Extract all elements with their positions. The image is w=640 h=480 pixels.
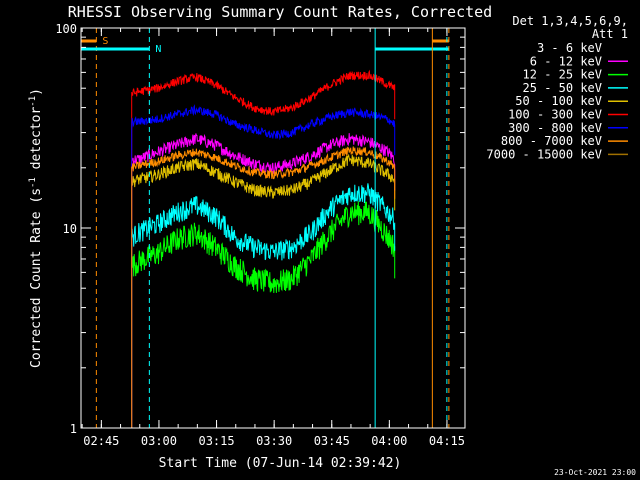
y-axis-label-sup1: -1	[28, 177, 38, 188]
y-axis-label-mid: detector	[29, 107, 44, 178]
x-tick-label-1: 02:45	[83, 434, 119, 448]
x-tick-label-2: 03:00	[141, 434, 177, 448]
series-layer	[131, 69, 396, 428]
legend-header-2: Att 1	[592, 27, 628, 41]
chart-title: RHESSI Observing Summary Count Rates, Co…	[68, 3, 492, 21]
legend-label-4: 25 - 50 keV	[523, 81, 602, 95]
y-tick-label-1: 1	[70, 422, 77, 436]
series-line-8	[131, 146, 396, 428]
series-line-7	[131, 104, 396, 428]
y-axis-label-end: )	[29, 88, 44, 96]
series-line-4	[131, 183, 396, 428]
marker-label-s: S	[102, 36, 108, 47]
y-axis-label: Corrected Count Rate (s-1 detector-1)	[28, 88, 44, 368]
x-tick-label-4: 03:30	[256, 434, 292, 448]
legend-label-1: 3 - 6 keV	[537, 41, 602, 55]
legend-label-3: 12 - 25 keV	[523, 68, 602, 82]
marker-label-n: N	[155, 44, 161, 55]
y-axis-label-sup2: -1	[28, 96, 38, 107]
legend-label-9: 7000 - 15000 keV	[486, 147, 602, 161]
marker-layer: SN	[81, 28, 450, 428]
legend-label-7: 300 - 800 keV	[508, 121, 602, 135]
y-tick-label-3: 100	[55, 22, 77, 36]
legend-label-2: 6 - 12 keV	[530, 54, 602, 68]
x-tick-label-3: 03:15	[198, 434, 234, 448]
legend-header-1: Det 1,3,4,5,6,9,	[512, 14, 628, 28]
x-tick-label-5: 03:45	[314, 434, 350, 448]
legend-label-6: 100 - 300 keV	[508, 108, 602, 122]
legend-label-8: 800 - 7000 keV	[501, 134, 602, 148]
x-axis-label: Start Time (07-Jun-14 02:39:42)	[159, 456, 402, 471]
x-tick-label-7: 04:15	[429, 434, 465, 448]
y-tick-label-2: 10	[63, 222, 77, 236]
legend-label-5: 50 - 100 keV	[515, 94, 602, 108]
series-line-6	[131, 69, 396, 428]
axis-layer: 1 10 100 02:45 03:00 03:15 03:30 03:45 04:00 04:1…	[55, 22, 465, 448]
footer-timestamp: 23-Oct-2021 23:00	[554, 468, 636, 477]
series-line-5	[131, 153, 396, 428]
x-tick-label-6: 04:00	[371, 434, 407, 448]
y-axis-label-main: Corrected Count Rate (s	[29, 188, 44, 368]
series-line-1	[131, 113, 396, 428]
series-line-3	[131, 201, 396, 428]
